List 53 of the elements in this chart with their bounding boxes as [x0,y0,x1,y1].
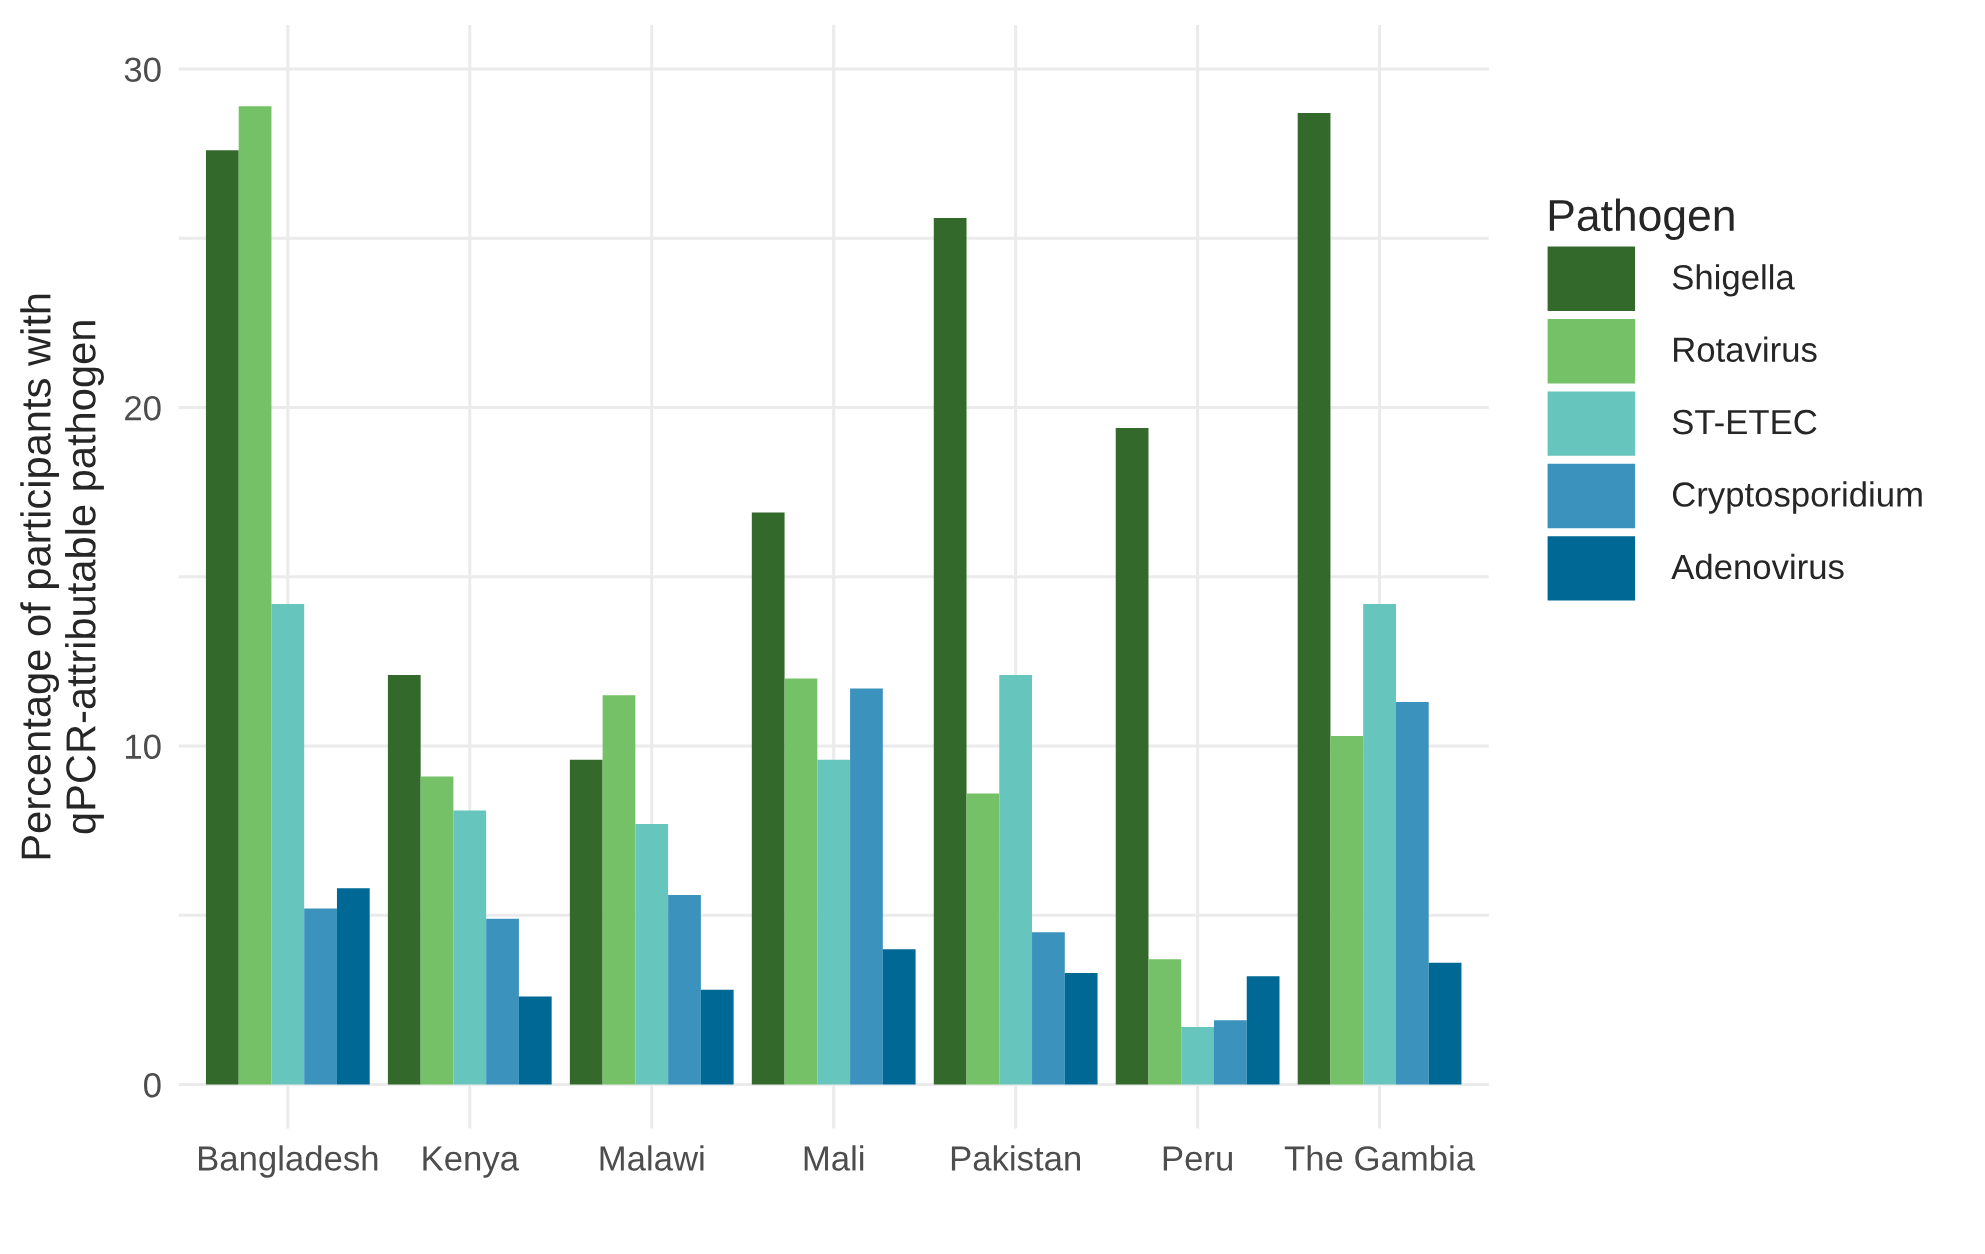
bar [1181,1027,1214,1085]
bar [966,793,1000,1085]
bar [1213,1020,1247,1085]
x-tick-label: Malawi [600,1145,704,1171]
bar [1330,735,1364,1085]
x-tick-label: Pakistan [951,1145,1080,1171]
bar [486,918,519,1085]
bar [1428,962,1462,1085]
bar [817,759,851,1085]
legend-title: Pathogen [1549,198,1734,240]
bar [784,678,818,1085]
bar [850,688,883,1085]
bar [205,150,239,1085]
x-tick-label: Kenya [423,1146,520,1178]
bar [420,776,454,1085]
x-tick-label: Mali [804,1145,864,1171]
x-tick-label: The Gambia [1284,1145,1476,1171]
bar [271,603,305,1085]
bar [1148,959,1182,1085]
x-tick-label: Bangladesh [198,1145,378,1178]
bar [238,106,272,1085]
bar [304,908,337,1085]
bar [1363,603,1396,1085]
bar [751,512,785,1085]
y-tick-label: 0 [144,1072,161,1098]
legend-label: ST-ETEC [1672,409,1817,435]
bar [668,895,701,1085]
bar [518,996,552,1085]
bar [1032,932,1065,1085]
x-tick-label: Peru [1163,1146,1232,1171]
legend-label: Rotavirus [1674,336,1817,363]
bar [1064,972,1098,1085]
bar [700,989,734,1085]
legend-label: Cryptosporidium [1672,481,1922,514]
bar [1395,702,1429,1085]
bar [453,810,487,1085]
bar [933,218,967,1085]
bar [999,675,1033,1085]
bar [569,759,603,1085]
bar [882,949,916,1085]
legend-label: Shigella [1672,264,1795,297]
y-tick-label: 30 [124,57,161,83]
bar [387,675,421,1085]
legend-label: Adenovirus [1671,553,1844,580]
bar [635,823,669,1085]
bar [602,695,636,1085]
bar [1246,976,1280,1085]
y-axis-title: Percentage of participants with qPCR-attributable pathogen [20,294,104,859]
y-tick-label: 10 [126,734,161,760]
y-tick-label: 20 [125,395,161,421]
bar [1115,427,1149,1085]
bar [336,888,370,1085]
bar [1297,113,1331,1085]
